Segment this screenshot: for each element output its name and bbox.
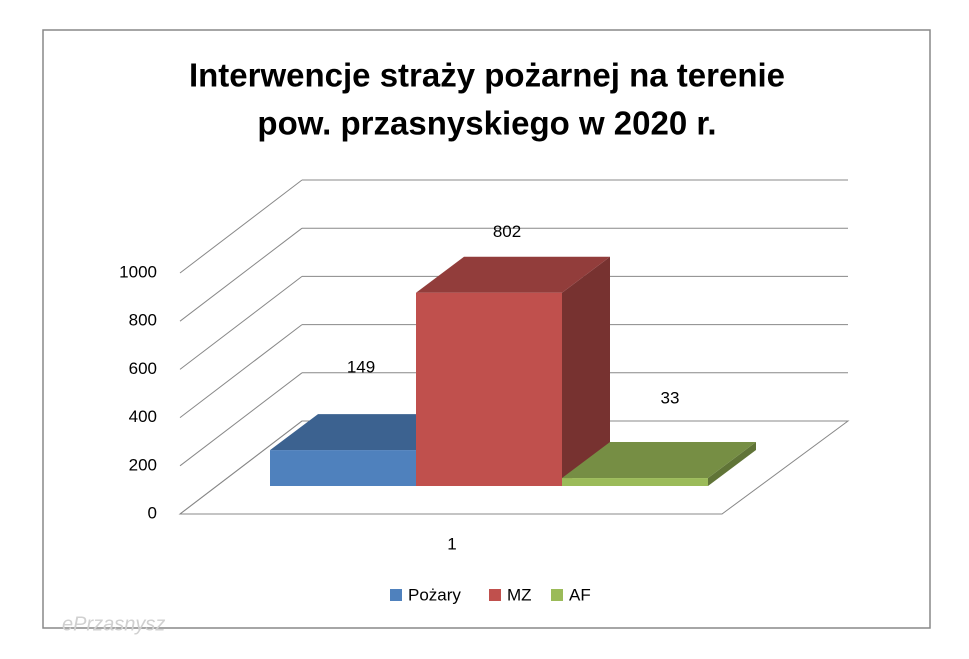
y-tick-label: 800 bbox=[129, 311, 157, 330]
y-tick-label: 600 bbox=[129, 359, 157, 378]
watermark: ePrzasnysz bbox=[62, 613, 165, 635]
grid-line bbox=[179, 420, 303, 515]
bar bbox=[562, 478, 708, 486]
y-tick-label: 200 bbox=[129, 455, 157, 474]
bar bbox=[270, 450, 416, 486]
legend-swatch bbox=[551, 589, 563, 601]
value-label: 33 bbox=[661, 389, 680, 408]
legend-label: Pożary bbox=[408, 585, 461, 604]
value-label: 802 bbox=[493, 222, 521, 241]
legend-label: AF bbox=[569, 585, 591, 604]
bar bbox=[416, 292, 562, 486]
bar-top bbox=[270, 414, 464, 451]
chart-subtitle: pow. przasnyskiego w 2020 r. bbox=[257, 105, 716, 142]
grid-line bbox=[179, 324, 303, 418]
bar-top bbox=[562, 442, 756, 479]
y-tick-label: 1000 bbox=[119, 262, 157, 281]
y-tick-label: 0 bbox=[148, 503, 157, 522]
bar-side bbox=[562, 256, 610, 486]
grid-line bbox=[179, 276, 303, 370]
y-tick-label: 400 bbox=[129, 407, 157, 426]
legend-label: MZ bbox=[507, 585, 532, 604]
chart-title: Interwencje straży pożarnej na terenie bbox=[189, 57, 785, 94]
bar-side bbox=[708, 442, 756, 486]
legend-swatch bbox=[390, 589, 402, 601]
bar-top bbox=[416, 256, 610, 293]
legend-swatch bbox=[489, 589, 501, 601]
grid-line bbox=[179, 227, 303, 322]
grid-line bbox=[179, 372, 303, 467]
value-label: 149 bbox=[347, 358, 375, 377]
x-tick-label: 1 bbox=[447, 534, 456, 553]
grid-line bbox=[179, 179, 303, 274]
